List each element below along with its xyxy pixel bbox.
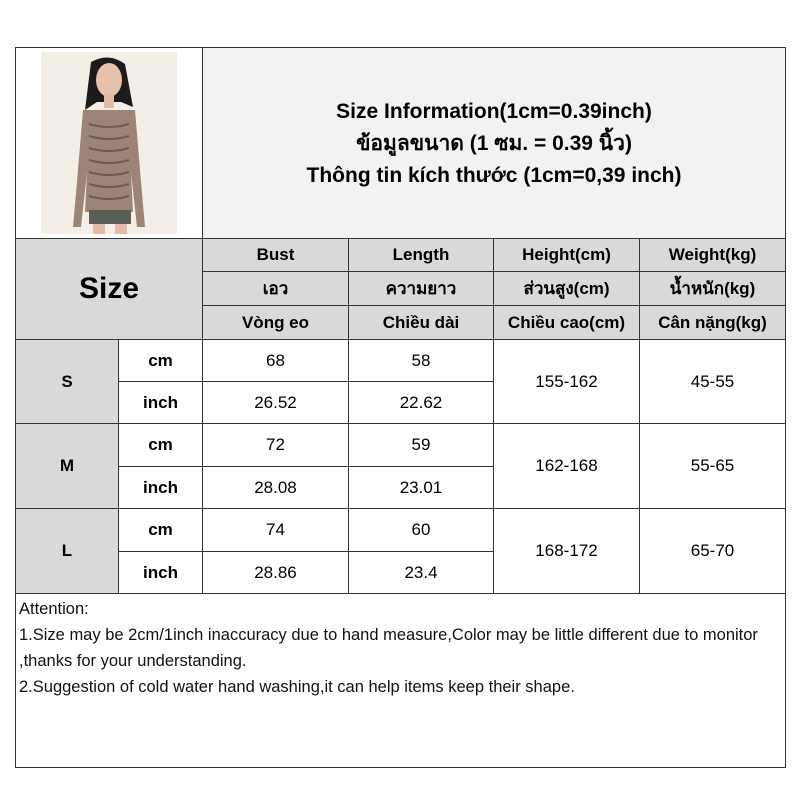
weight-range: 45-55	[638, 339, 787, 424]
size-m: M	[15, 423, 119, 509]
table-row: inch 26.52 22.62	[16, 381, 786, 424]
title-english: Size Information(1cm=0.39inch)	[336, 100, 652, 123]
unit-inch: inch	[118, 466, 203, 509]
attention-heading: Attention:	[19, 600, 89, 618]
weight-range: 55-65	[638, 423, 787, 509]
size-info-title: Size Information(1cm=0.39inch) ข้อมูลขนา…	[201, 47, 787, 239]
table-row: L cm 74 60 168-172 65-70	[15, 508, 787, 594]
length-inch: 23.01	[348, 466, 494, 509]
attention-note-2: 2.Suggestion of cold water hand washing,…	[19, 678, 575, 696]
title-thai: ข้อมูลขนาด (1 ซม. = 0.39 นิ้ว)	[356, 132, 632, 155]
header-length-thai: ความยาว	[348, 271, 494, 306]
unit-cm: cm	[118, 339, 203, 382]
weight-range: 65-70	[638, 508, 787, 594]
table-row: M cm 72 59 162-168 55-65	[15, 423, 787, 509]
table-row: inch 28.08 23.01	[16, 466, 786, 509]
size-chart-table: Size Information(1cm=0.39inch) ข้อมูลขนา…	[14, 47, 787, 768]
size-header: Size	[15, 238, 203, 340]
unit-cm: cm	[118, 423, 203, 467]
length-inch: 23.4	[348, 551, 494, 594]
unit-inch: inch	[118, 551, 203, 594]
height-range: 168-172	[493, 508, 640, 594]
height-range: 155-162	[493, 339, 640, 424]
attention-notes: Attention: 1.Size may be 2cm/1inch inacc…	[14, 593, 787, 768]
length-inch: 22.62	[348, 381, 494, 424]
header-bust: Bust	[202, 238, 349, 272]
model-image	[41, 52, 177, 234]
size-l: L	[15, 508, 119, 594]
bust-cm: 72	[202, 423, 349, 467]
header-length: Length	[348, 238, 494, 272]
product-photo	[15, 47, 203, 239]
length-cm: 60	[348, 508, 494, 552]
bust-cm: 74	[202, 508, 349, 552]
unit-inch: inch	[118, 381, 203, 424]
header-height-vi: Chiều cao(cm)	[493, 305, 640, 340]
length-cm: 59	[348, 423, 494, 467]
length-cm: 58	[348, 339, 494, 382]
header-height: Height(cm)	[493, 238, 640, 272]
bust-inch: 28.08	[202, 466, 349, 509]
bust-cm: 68	[202, 339, 349, 382]
header-bust-vi: Vòng eo	[202, 305, 349, 340]
table-row: S cm 68 58 155-162 45-55	[15, 339, 787, 424]
header-bust-thai: เอว	[202, 271, 349, 306]
header-weight-vi: Cân nặng(kg)	[638, 305, 787, 340]
height-range: 162-168	[493, 423, 640, 509]
title-vietnamese: Thông tin kích thước (1cm=0,39 inch)	[306, 164, 682, 187]
bust-inch: 26.52	[202, 381, 349, 424]
size-s: S	[15, 339, 119, 424]
header-weight: Weight(kg)	[638, 238, 787, 272]
header-length-vi: Chiều dài	[348, 305, 494, 340]
bust-inch: 28.86	[202, 551, 349, 594]
attention-note-1: 1.Size may be 2cm/1inch inaccuracy due t…	[19, 626, 758, 670]
header-height-thai: ส่วนสูง(cm)	[493, 271, 640, 306]
unit-cm: cm	[118, 508, 203, 552]
header-weight-thai: น้ำหนัก(kg)	[638, 271, 787, 306]
table-row: inch 28.86 23.4	[16, 551, 786, 594]
